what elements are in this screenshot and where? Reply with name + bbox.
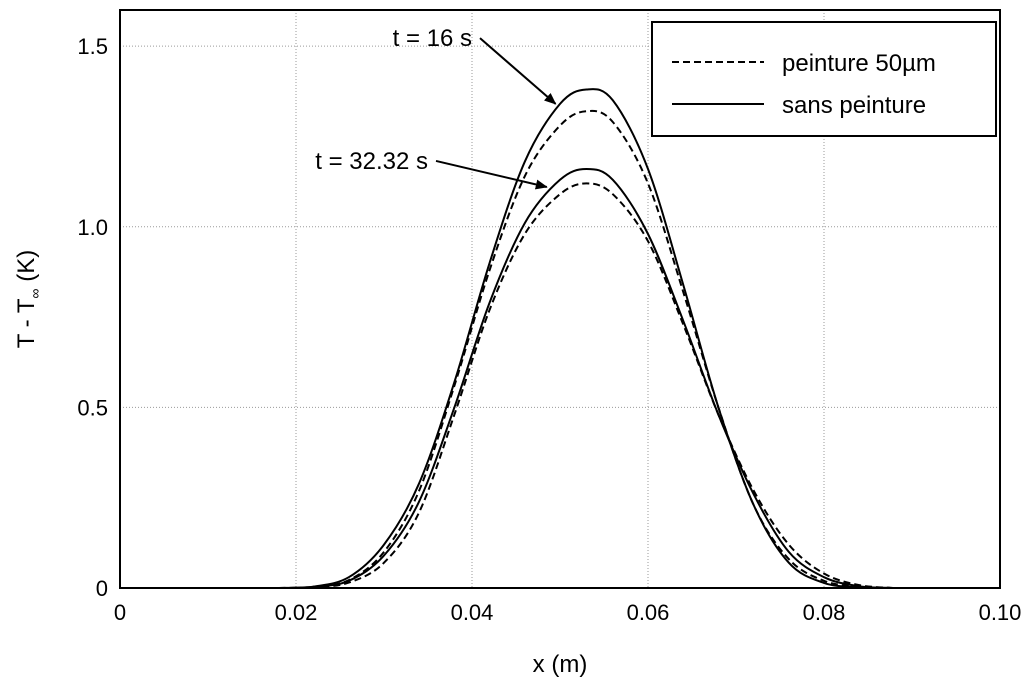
y-tick-label: 0.5 <box>77 395 108 420</box>
x-tick-labels: 0 0.02 0.04 0.06 0.08 0.10 <box>114 600 1022 625</box>
x-tick-label: 0.10 <box>979 600 1022 625</box>
series-line-peinture-3 <box>278 182 895 589</box>
annotation-label-1: t = 32.32 s <box>315 148 428 175</box>
x-tick-label: 0.02 <box>275 600 318 625</box>
y-tick-label: 1.0 <box>77 215 108 240</box>
x-tick-label: 0.04 <box>451 600 494 625</box>
y-axis-title-main: T - T <box>13 298 40 348</box>
annotation-arrow-1 <box>435 159 548 190</box>
y-tick-label: 0 <box>96 576 108 601</box>
x-tick-label: 0.06 <box>627 600 670 625</box>
y-axis-title: T - T∞ (K) <box>13 250 43 348</box>
x-tick-label: 0.08 <box>803 600 846 625</box>
plot-frame <box>119 9 1001 589</box>
series-line-sans-peinture-2 <box>278 167 895 589</box>
y-axis-title-sub: ∞ <box>27 288 43 298</box>
x-tick-label: 0 <box>114 600 126 625</box>
annotation-label-0: t = 16 s <box>393 25 472 52</box>
curves <box>278 88 895 589</box>
legend-box <box>651 21 997 137</box>
legend-label-dashed: peinture 50µm <box>782 50 936 77</box>
x-axis-title: x (m) <box>533 651 588 678</box>
annotation-arrow-0 <box>479 37 557 105</box>
y-tick-labels: 0 0.5 1.0 1.5 <box>77 34 108 601</box>
y-axis-title-unit: (K) <box>13 250 40 289</box>
annotations: t = 16 s t = 32.32 s <box>315 25 557 190</box>
legend: peinture 50µm sans peinture <box>651 21 997 137</box>
y-tick-label: 1.5 <box>77 34 108 59</box>
legend-label-solid: sans peinture <box>782 92 926 119</box>
series-line-peinture-1 <box>278 109 895 589</box>
series-line-sans-peinture-0 <box>278 88 895 589</box>
